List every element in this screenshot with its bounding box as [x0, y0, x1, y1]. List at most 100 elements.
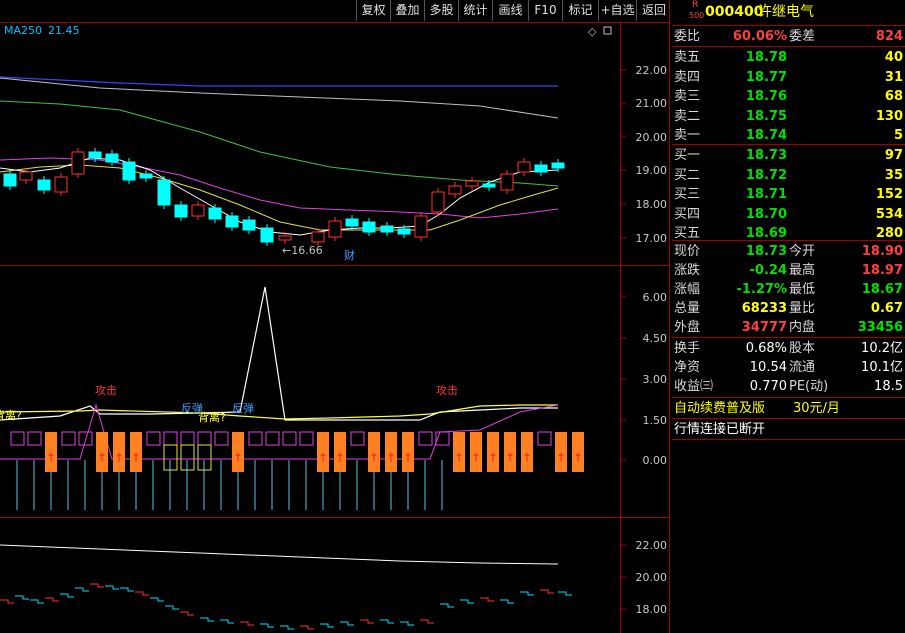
up-arrow-icon: ↑ [97, 451, 107, 465]
bid-volume: 35 [884, 167, 903, 183]
quote-value: 34777 [741, 320, 787, 335]
price-axis: 22.00 21.00 20.00 19.00 18.00 17.00 [620, 64, 667, 245]
ask-row[interactable]: 卖五 18.78 40 [672, 48, 905, 67]
mark-button[interactable]: 标记 [562, 0, 598, 21]
event-marker-box[interactable] [343, 249, 357, 262]
candle-body [328, 220, 342, 238]
lower-tick-label: 22.00 [636, 539, 668, 552]
candle-body [54, 176, 68, 193]
bid-row[interactable]: 买四 18.70 534 [672, 205, 905, 224]
orange-bar [572, 432, 584, 472]
candle-body [139, 173, 153, 179]
promo-row[interactable]: 自动续费普及版 30元/月 [672, 399, 905, 418]
orange-bar [45, 432, 57, 472]
draw-line-button[interactable]: 画线 [492, 0, 528, 21]
ask-row[interactable]: 卖一 18.74 5 [672, 126, 905, 145]
fundamental-value: 18.5 [874, 379, 903, 394]
price-tick-label: 20.00 [636, 131, 668, 144]
up-arrow-icon: ↑ [471, 451, 481, 465]
multi-stock-button[interactable]: 多股 [424, 0, 458, 21]
f10-button[interactable]: F10 [528, 0, 562, 21]
divergence-label-2: 背离? [198, 410, 226, 424]
bid-label: 买四 [674, 206, 701, 222]
orange-bar [232, 432, 244, 472]
connection-status: 行情连接已断开 [674, 422, 766, 437]
up-arrow-icon: ↑ [522, 451, 532, 465]
chart-area[interactable]: MA250 21.45 ◇ 22.00 21.00 20.00 19.00 18.00 1… [0, 0, 670, 633]
purple-box [163, 431, 178, 446]
fuquan-button[interactable]: 复权 [356, 0, 390, 21]
ask-volume: 5 [893, 128, 903, 143]
candle-body [157, 179, 171, 206]
candle-body [278, 235, 292, 241]
up-arrow-icon: ↑ [114, 451, 124, 465]
diamond-icon[interactable]: ◇ [588, 25, 597, 38]
quote-label: 最高 [789, 263, 816, 278]
orange-bar [555, 432, 567, 472]
statistics-button[interactable]: 统计 [458, 0, 492, 21]
candle-body [345, 218, 359, 227]
maximize-icon[interactable] [603, 26, 612, 35]
fundamental-label: 换手 [674, 341, 701, 356]
ask-label: 卖四 [674, 69, 701, 85]
step-segment [260, 623, 274, 628]
stock-name: 许继电气 [758, 4, 814, 20]
purple-box [27, 431, 42, 446]
step-segment [15, 595, 29, 600]
bid-row[interactable]: 买二 18.72 35 [672, 166, 905, 185]
attack-label-2: 攻击 [436, 383, 458, 397]
quote-value: 0.67 [870, 301, 903, 316]
ask-price: 18.75 [745, 108, 787, 124]
step-segment [30, 599, 44, 604]
candlestick-series [3, 148, 565, 246]
step-segment [320, 623, 334, 628]
promo-price[interactable]: 30元/月 [793, 401, 840, 416]
bid-label: 买三 [674, 187, 701, 202]
orange-bar [368, 432, 380, 472]
promo-text[interactable]: 自动续费普及版 [674, 401, 766, 416]
quote-label: 总量 [674, 301, 701, 316]
step-segment [400, 621, 414, 626]
step-segment [135, 591, 149, 596]
indicator-tick-label: 4.50 [643, 332, 668, 345]
candle-body [465, 180, 479, 187]
fundamental-row: 净资 10.54 流通 10.1亿 [672, 358, 905, 377]
yellow-box [197, 444, 212, 471]
quote-label: 量比 [789, 301, 816, 316]
indicator-bars: ↑ ↑ ↑ ↑ ↑ ↑ ↑ ↑ ↑ ↑ ↑ ↑ ↑ ↑ ↑ ↑ ↑ [10, 431, 584, 510]
ask-volume: 40 [884, 50, 903, 65]
quote-value: -0.24 [749, 263, 787, 278]
step-segment [240, 621, 254, 626]
up-arrow-icon: ↑ [403, 451, 413, 465]
price-tick-label: 21.00 [636, 97, 668, 110]
ma250-label: MA250 [4, 24, 42, 37]
candle-body [208, 207, 222, 220]
ask-volume: 31 [884, 69, 903, 85]
back-button[interactable]: 返回 [636, 0, 671, 21]
bid-price: 18.72 [745, 167, 787, 183]
event-marker[interactable]: 财 [344, 248, 355, 262]
orange-bar [504, 432, 516, 472]
candle-body [105, 153, 119, 163]
ask-row[interactable]: 卖二 18.75 130 [672, 107, 905, 126]
indicator-tick-label: 0.00 [643, 454, 668, 467]
add-watchlist-button[interactable]: +自选 [598, 0, 636, 21]
bid-row[interactable]: 买一 18.73 97 [672, 146, 905, 165]
bid-row[interactable]: 买三 18.71 152 [672, 185, 905, 204]
overlay-button[interactable]: 叠加 [390, 0, 424, 21]
candle-body [37, 179, 51, 191]
ask-row[interactable]: 卖四 18.77 31 [672, 68, 905, 87]
candle-body [380, 225, 394, 233]
candle-body [517, 161, 531, 173]
step-segment [45, 597, 59, 602]
bid-row[interactable]: 买五 18.69 280 [672, 224, 905, 243]
up-arrow-icon: ↑ [573, 451, 583, 465]
orange-bar [113, 432, 125, 472]
orange-bar [453, 432, 465, 472]
ask-row[interactable]: 卖三 18.76 68 [672, 87, 905, 106]
fundamental-label: PE(动) [789, 379, 829, 394]
ask-volume: 68 [884, 89, 903, 104]
ask-label: 卖二 [674, 108, 701, 124]
quote-value: 18.90 [861, 244, 903, 259]
bid-label: 买五 [674, 226, 701, 241]
